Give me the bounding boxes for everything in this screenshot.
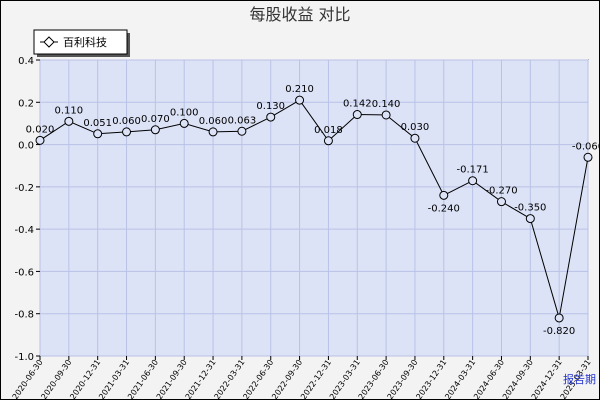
data-point — [554, 313, 564, 323]
data-point — [35, 135, 45, 145]
data-point — [179, 118, 189, 128]
data-point — [237, 126, 247, 136]
y-tick-label: -1.0 — [14, 352, 34, 363]
data-label: -0.171 — [457, 165, 489, 176]
y-axis: 0.4 0.2 0.0 -0.2 -0.4 -0.6 -0.8 -1.0 — [14, 56, 40, 363]
data-point — [266, 112, 276, 122]
data-label: 0.110 — [55, 105, 84, 116]
data-point — [496, 197, 506, 207]
y-tick-label: -0.2 — [14, 183, 34, 194]
legend-entry-label: 百利科技 — [63, 35, 107, 49]
y-tick-label: -0.8 — [14, 310, 34, 321]
data-point — [93, 129, 103, 139]
data-label: -0.240 — [428, 203, 460, 214]
data-label: -0.820 — [543, 326, 575, 337]
data-point — [150, 125, 160, 135]
data-point — [323, 136, 333, 146]
data-label: -0.350 — [514, 203, 546, 214]
data-point — [525, 214, 535, 224]
data-label: 0.210 — [285, 84, 314, 95]
data-point — [295, 95, 305, 105]
legend-diamond-marker — [43, 36, 55, 48]
y-tick-label: 0.4 — [18, 56, 34, 67]
data-label: 0.070 — [141, 114, 170, 125]
y-tick-label: 0.2 — [18, 98, 34, 109]
data-label: 0.063 — [228, 115, 257, 126]
data-label: 0.018 — [314, 125, 343, 136]
series-line — [39, 99, 589, 319]
data-label: -0.060 — [572, 141, 600, 152]
grid-lines — [39, 59, 589, 357]
legend: 百利科技 — [33, 29, 130, 57]
data-label: 0.060 — [112, 116, 141, 127]
data-label: 0.130 — [256, 101, 285, 112]
x-axis-footer-label: 报告期 — [563, 372, 596, 386]
data-point — [410, 133, 420, 143]
chart-title: 每股收益 对比 — [249, 5, 350, 24]
data-point — [439, 190, 449, 200]
data-point — [208, 127, 218, 137]
data-label: 0.060 — [199, 116, 228, 127]
data-label: 0.140 — [372, 99, 401, 110]
data-points — [35, 95, 593, 323]
data-point — [468, 176, 478, 186]
data-label: 0.051 — [83, 118, 112, 129]
data-label: 0.100 — [170, 107, 199, 118]
data-point — [64, 116, 74, 126]
data-label: -0.270 — [485, 186, 517, 197]
y-tick-label: -0.4 — [14, 225, 34, 236]
data-point — [122, 127, 132, 137]
y-tick-label: -0.6 — [14, 267, 34, 278]
data-point — [381, 110, 391, 120]
data-label: 0.020 — [26, 124, 55, 135]
data-point — [583, 152, 593, 162]
plot-area — [39, 59, 589, 357]
data-label: 0.030 — [401, 122, 430, 133]
data-label: 0.142 — [343, 99, 372, 110]
y-tick-label: 0.0 — [18, 141, 34, 152]
data-point — [352, 110, 362, 120]
